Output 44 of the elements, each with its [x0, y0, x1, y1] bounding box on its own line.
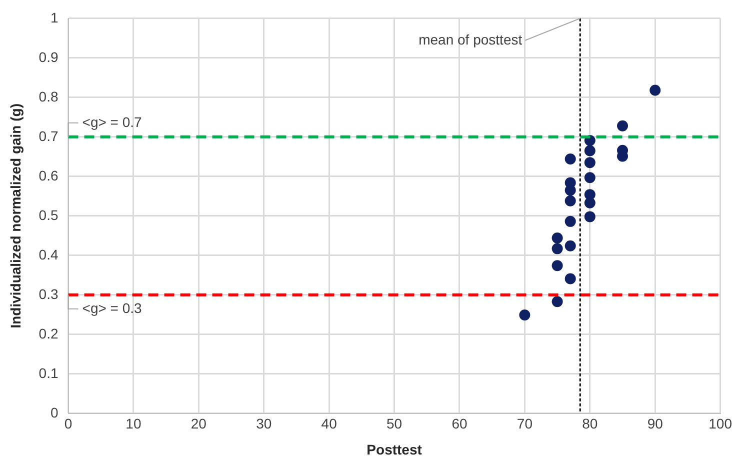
point: [552, 232, 563, 244]
x-tick-label: 30: [256, 416, 272, 432]
point: [552, 243, 563, 254]
y-tick-label: 0.7: [38, 128, 58, 144]
ref-line-label: mean of posttest: [418, 31, 522, 48]
point: [564, 273, 576, 284]
x-tick-label: 0: [64, 416, 72, 432]
y-tick-label: 0.3: [38, 286, 58, 302]
point: [564, 240, 576, 252]
point: [650, 84, 661, 96]
x-tick-label: 20: [190, 416, 207, 432]
x-tick-label: 90: [647, 416, 664, 432]
point: [584, 145, 596, 156]
point: [552, 260, 563, 272]
y-axis-title: Individualized normalized gain (g): [7, 104, 24, 328]
y-tick-label: 0.4: [38, 246, 58, 262]
ref-line-label: <g> = 0.7: [82, 114, 142, 130]
x-tick-label: 40: [321, 416, 338, 432]
point: [617, 120, 628, 132]
point: [552, 296, 563, 308]
point: [564, 154, 576, 165]
y-tick-label: 0.5: [38, 206, 58, 223]
x-tick-label: 60: [452, 416, 468, 432]
x-tick-label: 80: [582, 416, 598, 432]
x-tick-label: 50: [386, 416, 402, 432]
x-tick-label: 100: [708, 416, 732, 432]
y-tick-label: 0.1: [38, 364, 58, 381]
point: [584, 157, 596, 168]
y-tick-label: 0.6: [38, 167, 58, 184]
x-tick-label: 70: [516, 416, 533, 432]
y-tick-label: 0: [50, 404, 58, 420]
ref-line-label: <g> = 0.3: [82, 300, 142, 316]
x-tick-label: 10: [126, 416, 142, 432]
point: [584, 172, 596, 184]
y-tick-label: 0.2: [38, 325, 58, 342]
point: [519, 310, 530, 321]
y-tick-label: 0.8: [38, 88, 58, 104]
point: [584, 211, 596, 222]
x-axis-title: Posttest: [366, 441, 422, 458]
y-tick-label: 1: [50, 9, 58, 26]
point: [564, 216, 576, 227]
point: [564, 195, 576, 206]
y-tick-label: 0.9: [38, 48, 58, 65]
point: [584, 189, 596, 200]
